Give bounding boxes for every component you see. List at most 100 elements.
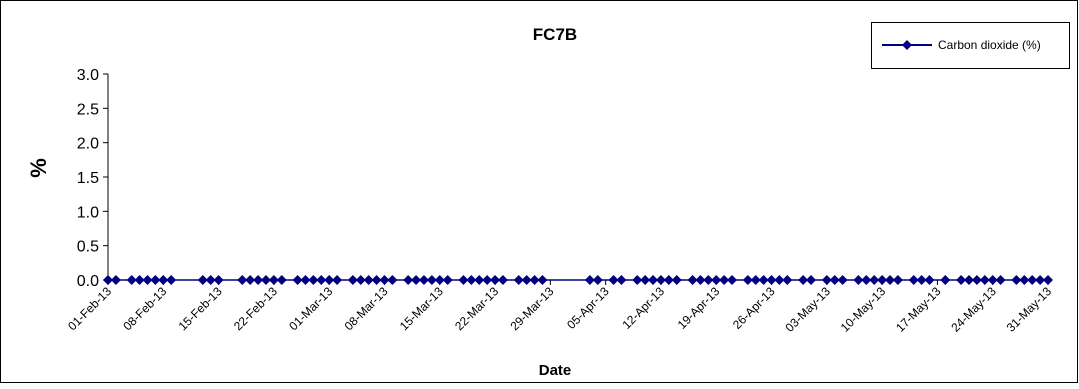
data-point (237, 275, 248, 285)
data-point (482, 275, 493, 285)
data-point (987, 275, 998, 285)
data-point (608, 275, 619, 285)
data-point (869, 275, 880, 285)
data-point (655, 275, 666, 285)
data-point (292, 275, 303, 285)
data-point (742, 275, 753, 285)
data-point (458, 275, 469, 285)
data-point (687, 275, 698, 285)
plot-series (103, 275, 1053, 285)
data-point (521, 275, 532, 285)
y-tick-label: 1.5 (77, 170, 99, 187)
data-point (885, 275, 896, 285)
data-point (371, 275, 382, 285)
data-point (940, 275, 951, 285)
data-point (142, 275, 153, 285)
data-point (766, 275, 777, 285)
data-point (513, 275, 524, 285)
data-point (695, 275, 706, 285)
data-point (379, 275, 390, 285)
legend-marker (902, 40, 912, 50)
data-point (1019, 275, 1030, 285)
data-point (134, 275, 145, 285)
data-point (964, 275, 975, 285)
data-point (853, 275, 864, 285)
data-point (347, 275, 358, 285)
data-point (711, 275, 722, 285)
data-point (434, 275, 445, 285)
data-point (774, 275, 785, 285)
y-tick-label: 3.0 (77, 67, 99, 84)
data-point (442, 275, 453, 285)
data-point (158, 275, 169, 285)
data-point (426, 275, 437, 285)
data-point (632, 275, 643, 285)
data-point (892, 275, 903, 285)
y-axis-label: % (26, 158, 51, 178)
data-point (671, 275, 682, 285)
data-point (979, 275, 990, 285)
data-point (316, 275, 327, 285)
y-tick-label: 0.0 (77, 273, 99, 290)
data-point (466, 275, 477, 285)
data-point (497, 275, 508, 285)
data-point (640, 275, 651, 285)
legend-entry-label: Carbon dioxide (%) (938, 38, 1041, 52)
data-point (727, 275, 738, 285)
data-point (268, 275, 279, 285)
data-point (584, 275, 595, 285)
data-point (782, 275, 793, 285)
data-point (703, 275, 714, 285)
data-point (829, 275, 840, 285)
data-point (821, 275, 832, 285)
data-point (719, 275, 730, 285)
data-point (592, 275, 603, 285)
y-tick-label: 2.5 (77, 101, 99, 118)
data-point (861, 275, 872, 285)
data-point (260, 275, 271, 285)
data-point (474, 275, 485, 285)
data-point (103, 275, 113, 285)
data-point (363, 275, 374, 285)
data-point (648, 275, 659, 285)
data-point (150, 275, 161, 285)
data-point (197, 275, 208, 285)
data-point (798, 275, 809, 285)
data-point (537, 275, 548, 285)
data-point (490, 275, 501, 285)
data-point (995, 275, 1006, 285)
data-point (663, 275, 674, 285)
data-point (956, 275, 967, 285)
data-point (1043, 275, 1053, 285)
y-axis: 0.0 0.5 1.0 1.5 2.0 2.5 3.0 (77, 67, 109, 290)
y-tick-label: 0.5 (77, 239, 99, 256)
data-point (387, 275, 398, 285)
data-point (126, 275, 137, 285)
data-point (332, 275, 343, 285)
data-point (166, 275, 177, 285)
data-point (411, 275, 422, 285)
data-point (355, 275, 366, 285)
data-point (253, 275, 264, 285)
data-point (324, 275, 335, 285)
data-point (529, 275, 540, 285)
chart-title: FC7B (533, 25, 577, 44)
y-tick-label: 1.0 (77, 204, 99, 221)
data-point (300, 275, 311, 285)
data-point (806, 275, 817, 285)
data-point (276, 275, 287, 285)
data-point (418, 275, 429, 285)
data-point (403, 275, 414, 285)
data-point (308, 275, 319, 285)
data-point (1035, 275, 1046, 285)
data-point (1011, 275, 1022, 285)
legend: Carbon dioxide (%) (871, 22, 1070, 69)
data-point (916, 275, 927, 285)
data-point (971, 275, 982, 285)
data-point (837, 275, 848, 285)
data-point (213, 275, 224, 285)
data-point (877, 275, 888, 285)
data-point (616, 275, 627, 285)
